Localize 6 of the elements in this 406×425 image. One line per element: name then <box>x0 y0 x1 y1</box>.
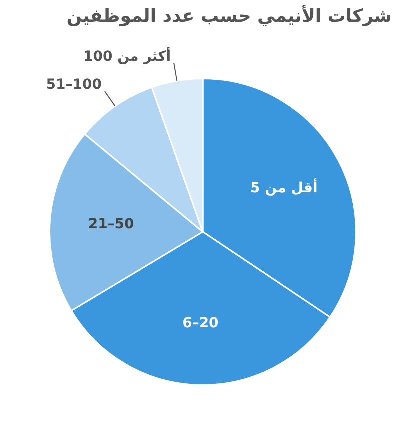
slice-label: 6–20 <box>182 316 220 332</box>
chart-title: شركات الأنيمي حسب عدد الموظفين <box>66 4 393 29</box>
slice-label: أقل من 5 <box>250 178 318 196</box>
slice-label: 51–100 <box>46 77 102 94</box>
slice-label: 21–50 <box>88 216 135 233</box>
slice-label: أكثر من 100 <box>83 46 172 65</box>
